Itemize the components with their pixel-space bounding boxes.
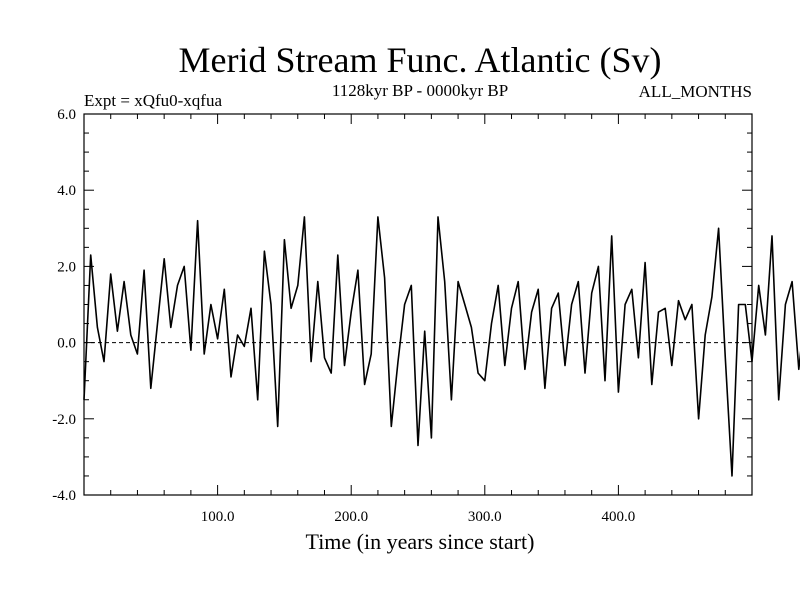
chart-title: Merid Stream Func. Atlantic (Sv) xyxy=(179,40,662,80)
y-tick-label: -4.0 xyxy=(52,488,76,504)
chart-subtitle-left: Expt = xQfu0-xqfua xyxy=(84,91,222,110)
chart-subtitle-center: 1128kyr BP - 0000kyr BP xyxy=(332,81,508,100)
series-line xyxy=(83,216,800,477)
x-tick-label: 100.0 xyxy=(201,509,235,525)
y-tick-label: -2.0 xyxy=(52,412,76,428)
chart-subtitle-right: ALL_MONTHS xyxy=(639,82,752,101)
y-tick-label: 0.0 xyxy=(57,336,76,352)
x-tick-label: 400.0 xyxy=(602,509,636,525)
y-tick-label: 2.0 xyxy=(57,259,76,275)
x-tick-label: 200.0 xyxy=(334,509,368,525)
y-tick-label: 6.0 xyxy=(57,107,76,123)
y-tick-label: 4.0 xyxy=(57,183,76,199)
x-tick-label: 300.0 xyxy=(468,509,502,525)
x-axis-label: Time (in years since start) xyxy=(306,529,535,554)
plot-frame xyxy=(83,113,753,496)
